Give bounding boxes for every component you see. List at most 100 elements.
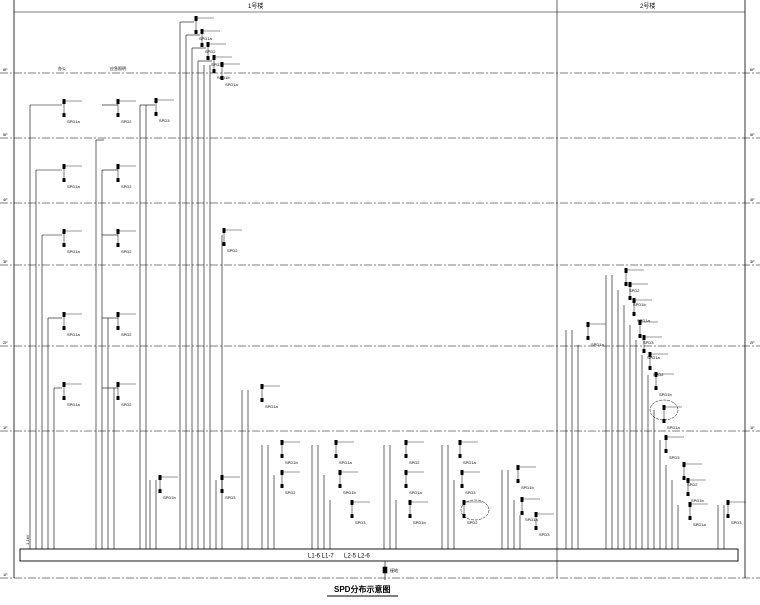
spd-symbol: SPD1b: [686, 478, 706, 503]
spd-symbol: SPD2: [200, 29, 220, 54]
spd-devices: SPD1a SPD1a SPD1a SPD1a SPD1a SPD2 SPD2 SPD2 SPD…: [62, 16, 746, 537]
spd-symbol: SPD1a: [334, 440, 354, 465]
spd-symbol: SPD3: [460, 470, 480, 495]
spd-symbol: SPD3: [726, 500, 746, 525]
spd-symbol: SPD1a: [194, 16, 214, 41]
spd-symbol: SPD1a: [586, 322, 606, 347]
spd-label: SPD3: [731, 520, 742, 525]
floor-labels: 6F 5F 4F 3F 2F 1F 1F 6F 5F 4F 3F 2F 1F: [3, 67, 755, 577]
spd-symbol: SPD1a: [404, 470, 424, 495]
spd-symbol: SPD1b: [654, 372, 674, 397]
spd-symbol: SPD1a: [642, 335, 662, 360]
spd-label: SPD1a: [591, 342, 604, 347]
spd-label: SPD3: [643, 340, 654, 345]
main-busbar: [19, 548, 739, 562]
floor-label: 4F: [3, 197, 8, 202]
spd-symbol: SPD1a: [220, 62, 240, 87]
spd-label: SPD2: [687, 482, 698, 487]
risers: [29, 21, 725, 549]
spd-label: SPD3: [211, 62, 222, 67]
revision-cloud: [649, 399, 679, 421]
spd-symbol: SPD1a: [688, 502, 708, 527]
spd-label: SPD1a: [67, 249, 80, 254]
floor-label: 3F: [750, 259, 755, 264]
spd-label: SPD1a: [67, 184, 80, 189]
spd-label: SPD1b: [217, 75, 230, 80]
spd-label: SPD2: [653, 372, 664, 377]
spd-symbol: SPD2: [280, 470, 300, 495]
spd-label: SPD1b: [285, 460, 298, 465]
spd-symbol: SPD1a: [632, 298, 652, 323]
spd-symbol: SPD3: [534, 512, 554, 537]
spd-label: SPD2: [121, 119, 132, 124]
spd-symbol: SPD2: [116, 99, 136, 124]
spd-label: SPD2: [121, 402, 132, 407]
floor-label: 5F: [750, 132, 755, 137]
spd-label: SPD1a: [225, 82, 238, 87]
spd-symbol: SPD1b: [516, 465, 536, 490]
spd-symbol: SPD3: [638, 320, 658, 345]
floor-label: 5F: [3, 132, 8, 137]
spd-symbol: SPD2: [404, 440, 424, 465]
spd-label: SPD1a: [409, 490, 422, 495]
spd-symbol: SPD1a: [260, 384, 280, 409]
frame: [13, 0, 746, 578]
floor-lines: [0, 72, 760, 579]
spd-symbol: SPD2: [116, 382, 136, 407]
floor-label: 6F: [750, 67, 755, 72]
spd-label: SPD1a: [67, 119, 80, 124]
left-note: 1-1kV: [25, 534, 30, 545]
spd-label: SPD3: [159, 118, 170, 123]
spd-symbol: SPD1b: [628, 282, 648, 307]
spd-symbol: SPD1a: [520, 497, 540, 522]
spd-symbol: SPD2: [624, 268, 644, 293]
bus-label-right: L2-5 L2-6: [344, 554, 370, 560]
spd-symbol: SPD1a: [62, 382, 82, 407]
floor-label: 2F: [3, 340, 8, 345]
spd-symbol: SPD1a: [62, 99, 82, 124]
spd-symbol: SPD1a: [62, 312, 82, 337]
spd-label: SPD3: [465, 490, 476, 495]
column-header-office: 办公: [58, 65, 66, 71]
building-2-label: 2号楼: [640, 2, 655, 10]
spd-symbol: SPD3: [154, 98, 174, 123]
spd-label: SPD2: [205, 49, 216, 54]
spd-symbol: SPD2: [116, 312, 136, 337]
floor-label: 1F: [3, 425, 8, 430]
floor-label: 1F: [3, 572, 8, 577]
spd-label: SPD1a: [265, 404, 278, 409]
spd-label: SPD1a: [339, 460, 352, 465]
column-header-emergency: 应急照明: [110, 65, 126, 71]
spd-symbol: SPD2: [116, 164, 136, 189]
spd-symbol: SPD1b: [408, 500, 428, 525]
spd-symbol: SPD1b: [280, 440, 300, 465]
spd-label: SPD2: [409, 460, 420, 465]
spd-label: SPD3: [355, 520, 366, 525]
floor-label: 3F: [3, 259, 8, 264]
spd-label: SPD1b: [163, 495, 176, 500]
spd-label: SPD3: [539, 532, 550, 537]
floor-label: 4F: [750, 197, 755, 202]
spd-label: SPD1a: [199, 36, 212, 41]
spd-label: SPD2: [121, 249, 132, 254]
spd-label: SPD1b: [633, 302, 646, 307]
ground-label: 接地: [390, 567, 398, 573]
spd-label: SPD3: [669, 455, 680, 460]
spd-label: SPD1a: [67, 402, 80, 407]
spd-label: SPD2: [227, 248, 238, 253]
spd-label: SPD2: [121, 332, 132, 337]
diagram-title: SPD分布示意图: [334, 584, 390, 594]
spd-label: SPD2: [285, 490, 296, 495]
spd-label: SPD1b: [521, 485, 534, 490]
floor-label: 6F: [3, 67, 8, 72]
ground-connection: [382, 561, 388, 580]
spd-symbol: SPD2: [682, 462, 702, 487]
spd-label: SPD2: [121, 184, 132, 189]
spd-label: SPD1a: [647, 355, 660, 360]
spd-symbol: SPD1a: [458, 440, 478, 465]
spd-label: SPD1a: [637, 318, 650, 323]
building-1-label: 1号楼: [248, 2, 263, 10]
floor-label: 2F: [750, 340, 755, 345]
spd-label: SPD1b: [691, 498, 704, 503]
